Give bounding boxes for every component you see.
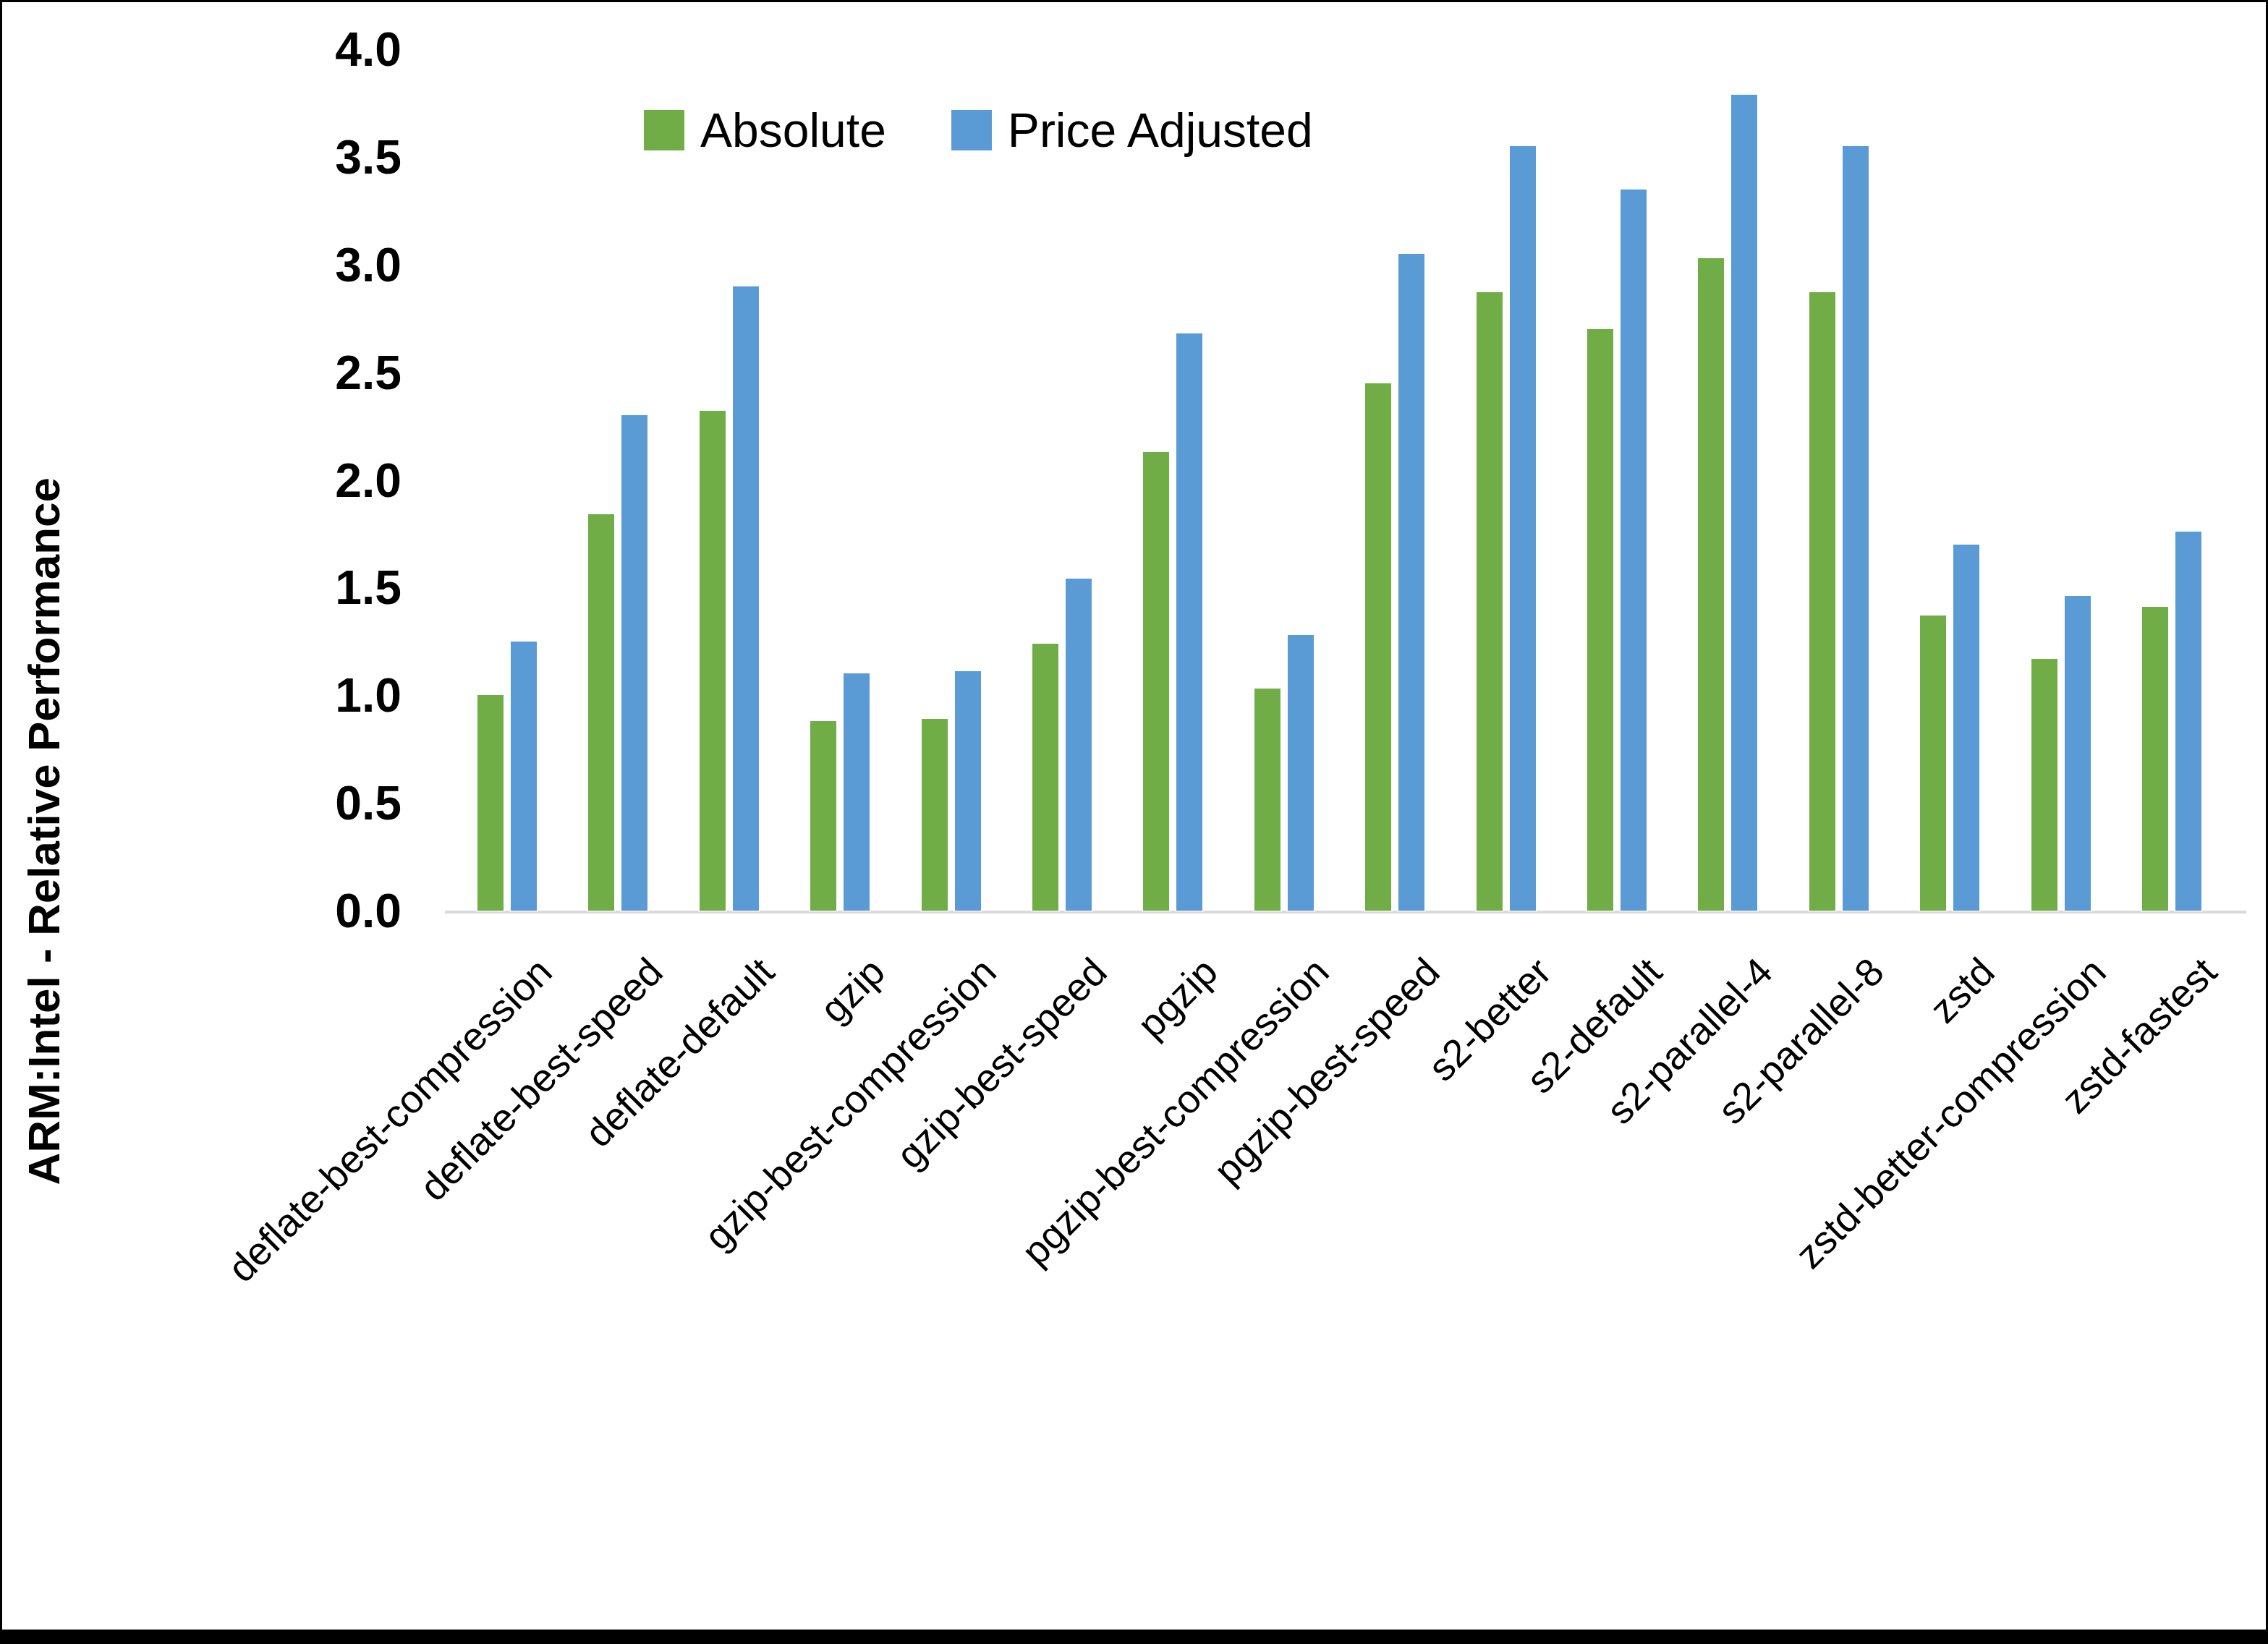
legend-item-price-adjusted: Price Adjusted: [951, 110, 1313, 150]
y-tick-label: 1.0: [210, 666, 402, 724]
y-axis-title-text: ARM:Intel - Relative Performance: [17, 477, 69, 1185]
bar-absolute-pgzip: [1143, 452, 1169, 911]
bar-absolute-zstd: [1920, 616, 1946, 911]
bar-absolute-deflate-default: [700, 411, 726, 911]
chart-page: { "chart_data": { "type": "bar", "title"…: [0, 0, 2268, 1644]
bar-absolute-zstd-fastest: [2142, 607, 2168, 911]
bar-price-adjusted-gzip-best-speed: [1066, 579, 1092, 911]
bar-price-adjusted-deflate-default: [733, 286, 759, 911]
y-tick-label: 4.0: [210, 20, 402, 78]
x-axis-label-deflate-default: deflate-default: [576, 949, 783, 1156]
legend-swatch-absolute: [644, 110, 684, 150]
bar-absolute-gzip-best-compression: [922, 719, 948, 911]
bar-absolute-deflate-best-speed: [588, 514, 614, 911]
bar-price-adjusted-s2-parallel-4: [1731, 95, 1757, 911]
x-axis-label-gzip: gzip: [811, 949, 893, 1031]
y-tick-label: 3.0: [210, 236, 402, 294]
y-tick-label: 0.5: [210, 774, 402, 832]
bar-price-adjusted-zstd-fastest: [2175, 532, 2201, 911]
bar-price-adjusted-deflate-best-speed: [621, 415, 647, 911]
y-tick-label: 1.5: [210, 558, 402, 616]
y-tick-label: 2.5: [210, 344, 402, 401]
y-tick-label: 2.0: [210, 451, 402, 509]
bar-absolute-s2-parallel-8: [1809, 292, 1835, 911]
bar-price-adjusted-deflate-best-compression: [511, 642, 537, 911]
plot-area: [445, 49, 2246, 913]
bar-price-adjusted-zstd-better-compression: [2065, 596, 2091, 911]
legend-swatch-price-adjusted: [951, 110, 992, 150]
bar-price-adjusted-pgzip-best-speed: [1398, 254, 1424, 911]
bar-price-adjusted-gzip: [844, 673, 870, 911]
x-axis-label-pgzip: pgzip: [1129, 949, 1226, 1047]
bar-price-adjusted-s2-default: [1621, 189, 1647, 911]
legend: Absolute Price Adjusted: [644, 110, 1313, 150]
bar-absolute-s2-better: [1477, 292, 1503, 911]
bar-price-adjusted-gzip-best-compression: [955, 671, 981, 911]
y-tick-label: 0.0: [210, 882, 402, 940]
legend-label-absolute: Absolute: [700, 110, 886, 150]
bar-price-adjusted-s2-parallel-8: [1843, 146, 1869, 911]
x-axis-label-zstd: zstd: [1921, 949, 2003, 1031]
legend-label-price-adjusted: Price Adjusted: [1008, 110, 1313, 150]
bar-absolute-s2-default: [1587, 329, 1613, 911]
legend-item-absolute: Absolute: [644, 110, 886, 150]
bar-absolute-gzip: [810, 721, 836, 911]
bar-price-adjusted-pgzip-best-compression: [1288, 635, 1314, 911]
bottom-border-bar: [0, 1630, 2268, 1644]
bar-price-adjusted-pgzip: [1176, 333, 1202, 911]
bar-absolute-s2-parallel-4: [1698, 258, 1724, 911]
bar-price-adjusted-zstd: [1953, 545, 1979, 911]
y-tick-label: 3.5: [210, 128, 402, 186]
bar-absolute-gzip-best-speed: [1032, 644, 1058, 911]
bar-absolute-pgzip-best-compression: [1254, 689, 1280, 911]
bar-absolute-zstd-better-compression: [2031, 659, 2057, 911]
bar-price-adjusted-s2-better: [1510, 146, 1536, 911]
bar-absolute-pgzip-best-speed: [1365, 383, 1391, 911]
bar-absolute-deflate-best-compression: [477, 695, 504, 911]
